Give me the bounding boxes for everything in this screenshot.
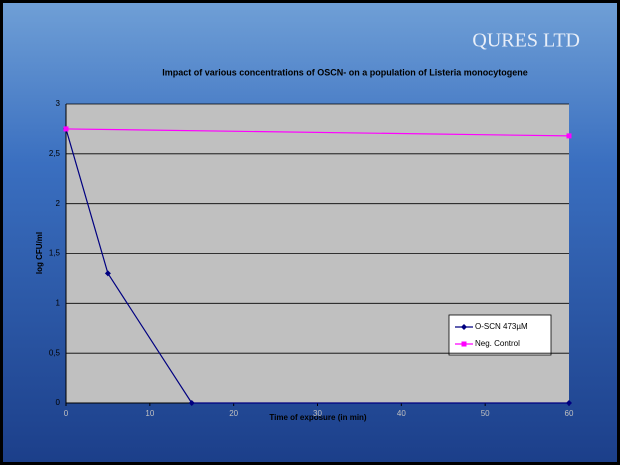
y-tick-label: 1,5 xyxy=(49,249,61,258)
legend-label: Neg. Control xyxy=(475,339,520,348)
x-tick-label: 50 xyxy=(481,409,490,418)
y-tick-label: 3 xyxy=(56,99,61,108)
data-point xyxy=(64,126,69,131)
y-tick-label: 2,5 xyxy=(49,149,61,158)
x-tick-label: 10 xyxy=(145,409,154,418)
chart-title: Impact of various concentrations of OSCN… xyxy=(162,67,528,77)
y-tick-label: 0,5 xyxy=(49,348,61,357)
logo: QURES LTD xyxy=(472,30,580,52)
legend: O-SCN 473µM Neg. Control xyxy=(449,315,551,355)
legend-box xyxy=(449,315,551,355)
legend-marker xyxy=(462,342,467,347)
chart: QURES LTD Impact of various concentratio… xyxy=(0,0,620,465)
x-tick-label: 40 xyxy=(397,409,406,418)
y-tick-label: 0 xyxy=(56,398,61,407)
legend-label: O-SCN 473µM xyxy=(475,322,528,331)
y-axis-label: log CFU/ml xyxy=(35,232,44,274)
slide: QURES LTD Impact of various concentratio… xyxy=(0,0,620,465)
x-tick-label: 30 xyxy=(313,409,322,418)
y-tick-label: 1 xyxy=(56,298,61,307)
x-tick-label: 60 xyxy=(565,409,574,418)
data-point xyxy=(567,133,572,138)
x-tick-label: 20 xyxy=(229,409,238,418)
y-tick-label: 2 xyxy=(56,199,61,208)
x-tick-label: 0 xyxy=(64,409,69,418)
